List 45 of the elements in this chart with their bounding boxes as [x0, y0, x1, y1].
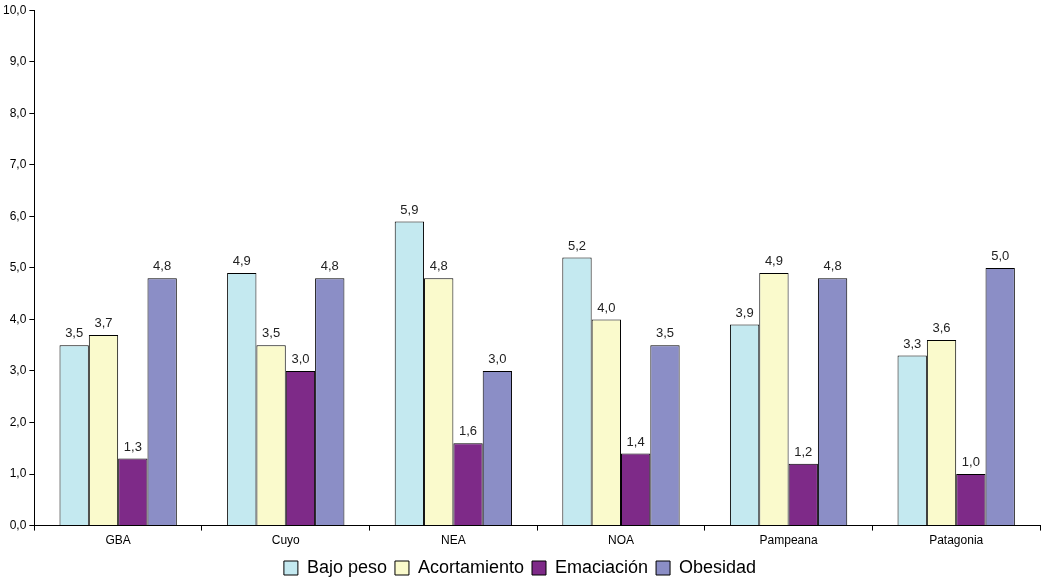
x-tick-label: Cuyo [271, 533, 301, 548]
data-label: 3,5 [655, 325, 675, 341]
legend-label: Acortamiento [417, 556, 525, 577]
x-tick-label: NOA [607, 533, 634, 548]
data-label: 5,9 [400, 201, 419, 217]
data-label: 1,0 [961, 454, 980, 470]
data-label: 1,4 [626, 433, 645, 449]
y-tick-label: 9,0 [9, 54, 27, 69]
data-label: 5,0 [991, 247, 1010, 263]
legend-label: Bajo peso [306, 556, 387, 577]
data-label: 3,5 [65, 325, 84, 341]
data-label: 3,0 [291, 351, 310, 367]
data-label: 1,6 [459, 423, 478, 439]
data-label: 3,0 [488, 351, 507, 367]
y-tick-label: 3,0 [9, 363, 27, 378]
data-label: 5,2 [567, 237, 587, 253]
x-tick-label: Patagonia [929, 533, 984, 548]
data-label: 4,8 [320, 258, 339, 274]
data-label: 3,7 [94, 314, 113, 330]
legend-label: Emaciación [555, 556, 649, 577]
y-tick-label: 0,0 [9, 517, 27, 532]
data-label: 3,6 [932, 320, 951, 336]
data-label: 4,0 [597, 299, 616, 315]
data-label: 4,9 [232, 253, 251, 269]
x-tick-label: NEA [441, 533, 466, 548]
data-label: 4,8 [429, 258, 448, 274]
y-tick-label: 5,0 [9, 260, 27, 275]
data-label: 1,2 [794, 443, 813, 459]
data-label: 3,3 [903, 335, 922, 351]
y-tick-label: 8,0 [9, 105, 27, 120]
y-tick-label: 10,0 [3, 2, 27, 17]
x-tick-label: GBA [105, 533, 131, 548]
y-tick-label: 6,0 [9, 208, 27, 223]
y-tick-label: 1,0 [9, 466, 27, 481]
data-label: 3,5 [262, 325, 281, 341]
data-label: 1,3 [123, 438, 142, 454]
data-label: 4,9 [764, 253, 783, 269]
data-label: 3,9 [735, 304, 754, 320]
y-tick-label: 4,0 [9, 311, 27, 326]
data-label: 4,8 [823, 258, 842, 274]
y-tick-label: 7,0 [9, 157, 27, 172]
legend-label: Obesidad [679, 556, 757, 577]
data-label: 4,8 [153, 258, 172, 274]
x-tick-label: Pampeana [759, 533, 818, 548]
y-tick-label: 2,0 [9, 414, 27, 429]
